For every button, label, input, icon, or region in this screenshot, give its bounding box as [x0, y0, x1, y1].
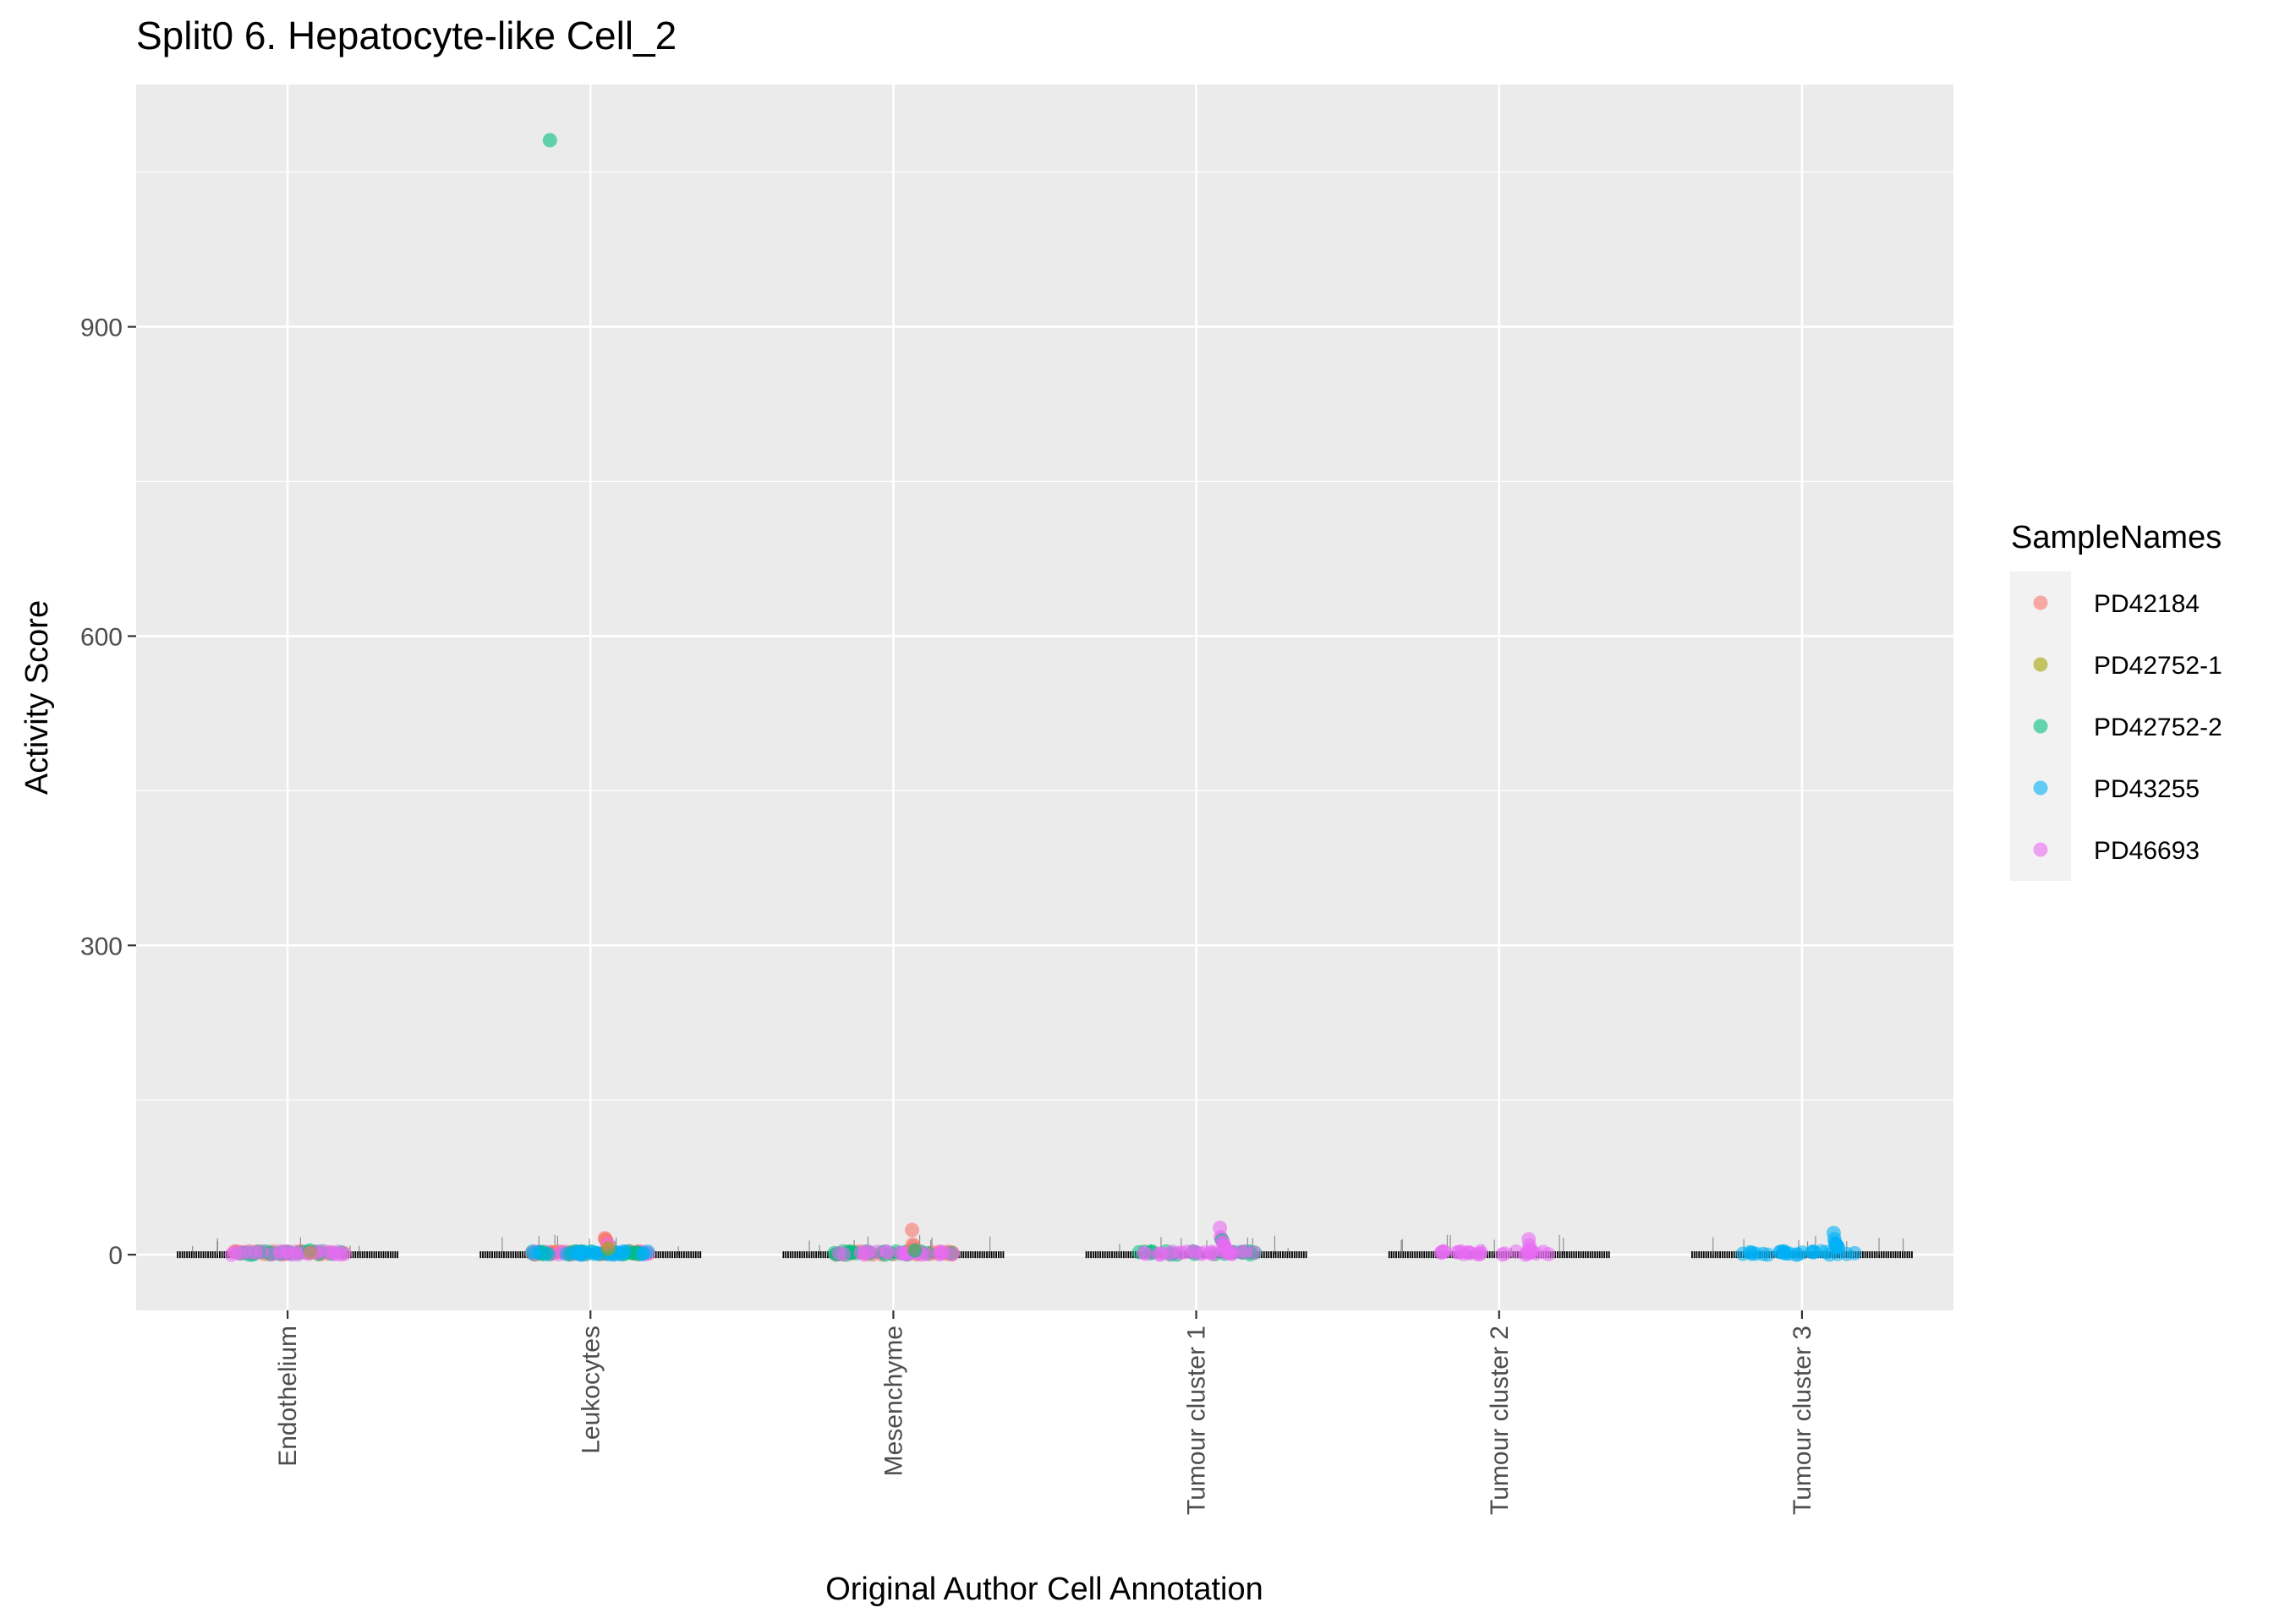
data-point	[1463, 1245, 1478, 1260]
data-point	[1522, 1242, 1537, 1257]
data-point	[853, 1245, 868, 1260]
y-axis-title: Activity Score	[19, 600, 55, 795]
data-point	[1495, 1247, 1509, 1262]
legend: SampleNames PD42184 PD42752-1 PD42752-2 PD4…	[2010, 520, 2222, 881]
data-point	[1437, 1244, 1452, 1259]
x-tick-label: Tumour cluster 1	[1183, 1326, 1211, 1515]
data-point	[1847, 1245, 1862, 1260]
data-point	[1756, 1246, 1771, 1261]
data-point	[255, 1244, 269, 1260]
data-point	[1188, 1244, 1203, 1260]
data-point	[273, 1246, 288, 1261]
data-point	[613, 1247, 628, 1262]
data-point	[1772, 1244, 1788, 1260]
data-point	[1449, 1244, 1465, 1260]
data-point	[1246, 1245, 1262, 1260]
data-point	[1218, 1240, 1233, 1255]
data-point	[542, 133, 557, 148]
data-point	[907, 1243, 923, 1258]
data-point	[879, 1244, 894, 1259]
data-points	[224, 133, 1862, 1262]
data-point	[905, 1222, 919, 1238]
grid-minor	[136, 172, 1953, 1101]
data-point	[331, 1244, 345, 1260]
y-axis: 0 300 600 900	[80, 314, 136, 1270]
legend-label: PD42184	[2094, 590, 2200, 618]
data-point	[589, 1245, 604, 1260]
data-point	[303, 1245, 318, 1260]
chart-title: Split0 6. Hepatocyte-like Cell_2	[136, 14, 677, 57]
legend-label: PD42752-2	[2094, 714, 2222, 741]
data-point	[836, 1247, 852, 1262]
x-axis: Endothelium Leukocytes Mesenchyme Tumour cl…	[274, 1310, 1816, 1515]
legend-label: PD42752-1	[2094, 652, 2222, 680]
data-point	[1153, 1247, 1168, 1262]
data-point	[1831, 1240, 1845, 1255]
legend-key	[2033, 657, 2048, 672]
legend-label: PD43255	[2094, 775, 2200, 803]
legend-key	[2033, 780, 2048, 796]
data-point	[244, 1245, 258, 1260]
data-point	[601, 1241, 616, 1256]
data-point	[935, 1245, 951, 1260]
y-tick-label: 600	[80, 623, 123, 651]
data-point	[640, 1244, 655, 1260]
data-point	[231, 1246, 246, 1261]
data-point	[896, 1245, 911, 1260]
data-point	[1806, 1244, 1822, 1260]
data-point	[1164, 1244, 1180, 1260]
data-point	[284, 1247, 299, 1262]
y-tick-label: 900	[80, 314, 123, 342]
legend-title: SampleNames	[2011, 520, 2222, 555]
grid-major	[136, 85, 1953, 1310]
x-tick-label: Tumour cluster 3	[1789, 1326, 1816, 1515]
x-axis-title: Original Author Cell Annotation	[825, 1572, 1263, 1607]
x-tick-label: Leukocytes	[577, 1326, 605, 1454]
data-point	[1789, 1247, 1804, 1262]
legend-key	[2033, 719, 2048, 734]
plot-panel	[136, 85, 1953, 1310]
legend-key	[2033, 595, 2048, 610]
data-point	[1745, 1246, 1760, 1261]
y-tick-label: 300	[80, 932, 123, 960]
y-tick-label: 0	[108, 1242, 123, 1270]
x-tick-label: Mesenchyme	[879, 1326, 907, 1476]
data-point	[572, 1244, 588, 1260]
data-point	[1509, 1244, 1524, 1259]
legend-label: PD46693	[2094, 837, 2200, 865]
legend-key	[2033, 842, 2048, 857]
x-tick-label: Endothelium	[274, 1326, 302, 1467]
data-point	[532, 1245, 547, 1260]
data-point	[1137, 1245, 1152, 1260]
x-tick-label: Tumour cluster 2	[1486, 1326, 1514, 1515]
